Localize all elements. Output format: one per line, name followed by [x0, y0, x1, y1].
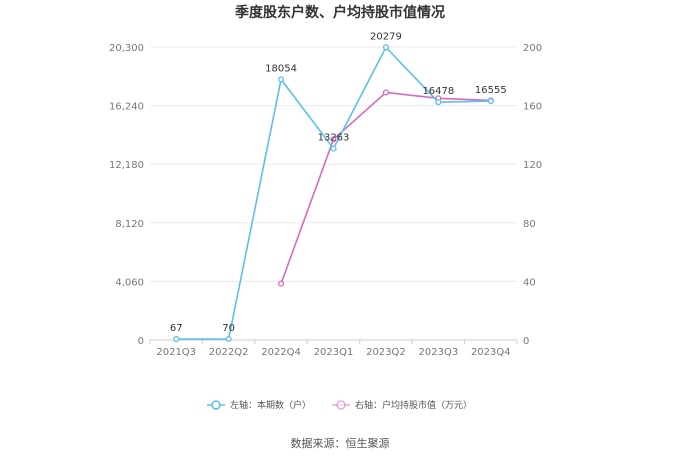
data-point [330, 145, 337, 152]
data-label: 70 [222, 323, 235, 334]
data-point [278, 280, 285, 287]
left-tick-label: 12,180 [109, 160, 144, 171]
x-tick-label: 2023Q2 [366, 347, 406, 358]
right-tick-label: 80 [523, 219, 536, 230]
source-note: 数据来源：恒生聚源 [291, 436, 390, 450]
left-tick-label: 16,240 [109, 102, 144, 113]
right-tick-label: 160 [523, 102, 542, 113]
legend-swatch-marker [211, 400, 221, 410]
x-tick-label: 2023Q4 [471, 347, 511, 358]
x-tick-label: 2022Q2 [209, 347, 249, 358]
right-tick-label: 200 [523, 43, 542, 54]
series-layer: 67 70 18054 13263 20279 16478 16555 [170, 31, 507, 343]
legend-label: 左轴：本期数（户） [230, 399, 311, 411]
data-point [382, 89, 389, 96]
right-axis: 0 40 80 120 160 200 [523, 43, 542, 347]
left-axis: 0 4,060 8,120 12,180 16,240 20,300 [109, 43, 144, 347]
data-point [435, 99, 442, 106]
x-tick-label: 2021Q3 [156, 347, 196, 358]
left-tick-label: 20,300 [109, 43, 144, 54]
data-label: 20279 [370, 31, 402, 42]
data-label: 16555 [475, 85, 507, 96]
right-tick-label: 40 [523, 277, 536, 288]
data-point [173, 335, 180, 343]
x-tick-label: 2022Q4 [261, 347, 301, 358]
legend-swatch-marker [336, 400, 346, 410]
legend-item-1: 右轴：户均持股市值（万元） [332, 399, 472, 411]
right-tick-label: 120 [523, 160, 542, 171]
data-label: 18054 [265, 63, 297, 74]
data-label: 67 [170, 323, 183, 334]
x-tick-label: 2023Q1 [314, 347, 354, 358]
data-label: 13263 [318, 133, 350, 144]
x-axis: 2021Q3 2022Q2 2022Q4 2023Q1 2023Q2 2023Q3 2023… [149, 340, 518, 358]
legend-item-0: 左轴：本期数（户） [207, 399, 311, 411]
data-point [382, 44, 389, 51]
data-point [278, 76, 285, 83]
left-tick-label: 0 [138, 336, 144, 347]
series-0: 67 70 18054 13263 20279 16478 16555 [170, 31, 507, 343]
data-point [487, 98, 494, 105]
data-point [225, 335, 232, 343]
right-tick-label: 0 [523, 336, 529, 347]
left-tick-label: 8,120 [115, 219, 144, 230]
data-label: 16478 [422, 86, 454, 97]
data-point [330, 136, 337, 143]
legend-label: 右轴：户均持股市值（万元） [355, 399, 472, 411]
grid [150, 46, 517, 341]
legend: 左轴：本期数（户） 右轴：户均持股市值（万元） [207, 399, 472, 411]
chart-title: 季度股东户数、户均持股市值情况 [234, 4, 445, 21]
left-tick-label: 4,060 [115, 277, 144, 288]
x-tick-label: 2023Q3 [419, 347, 459, 358]
